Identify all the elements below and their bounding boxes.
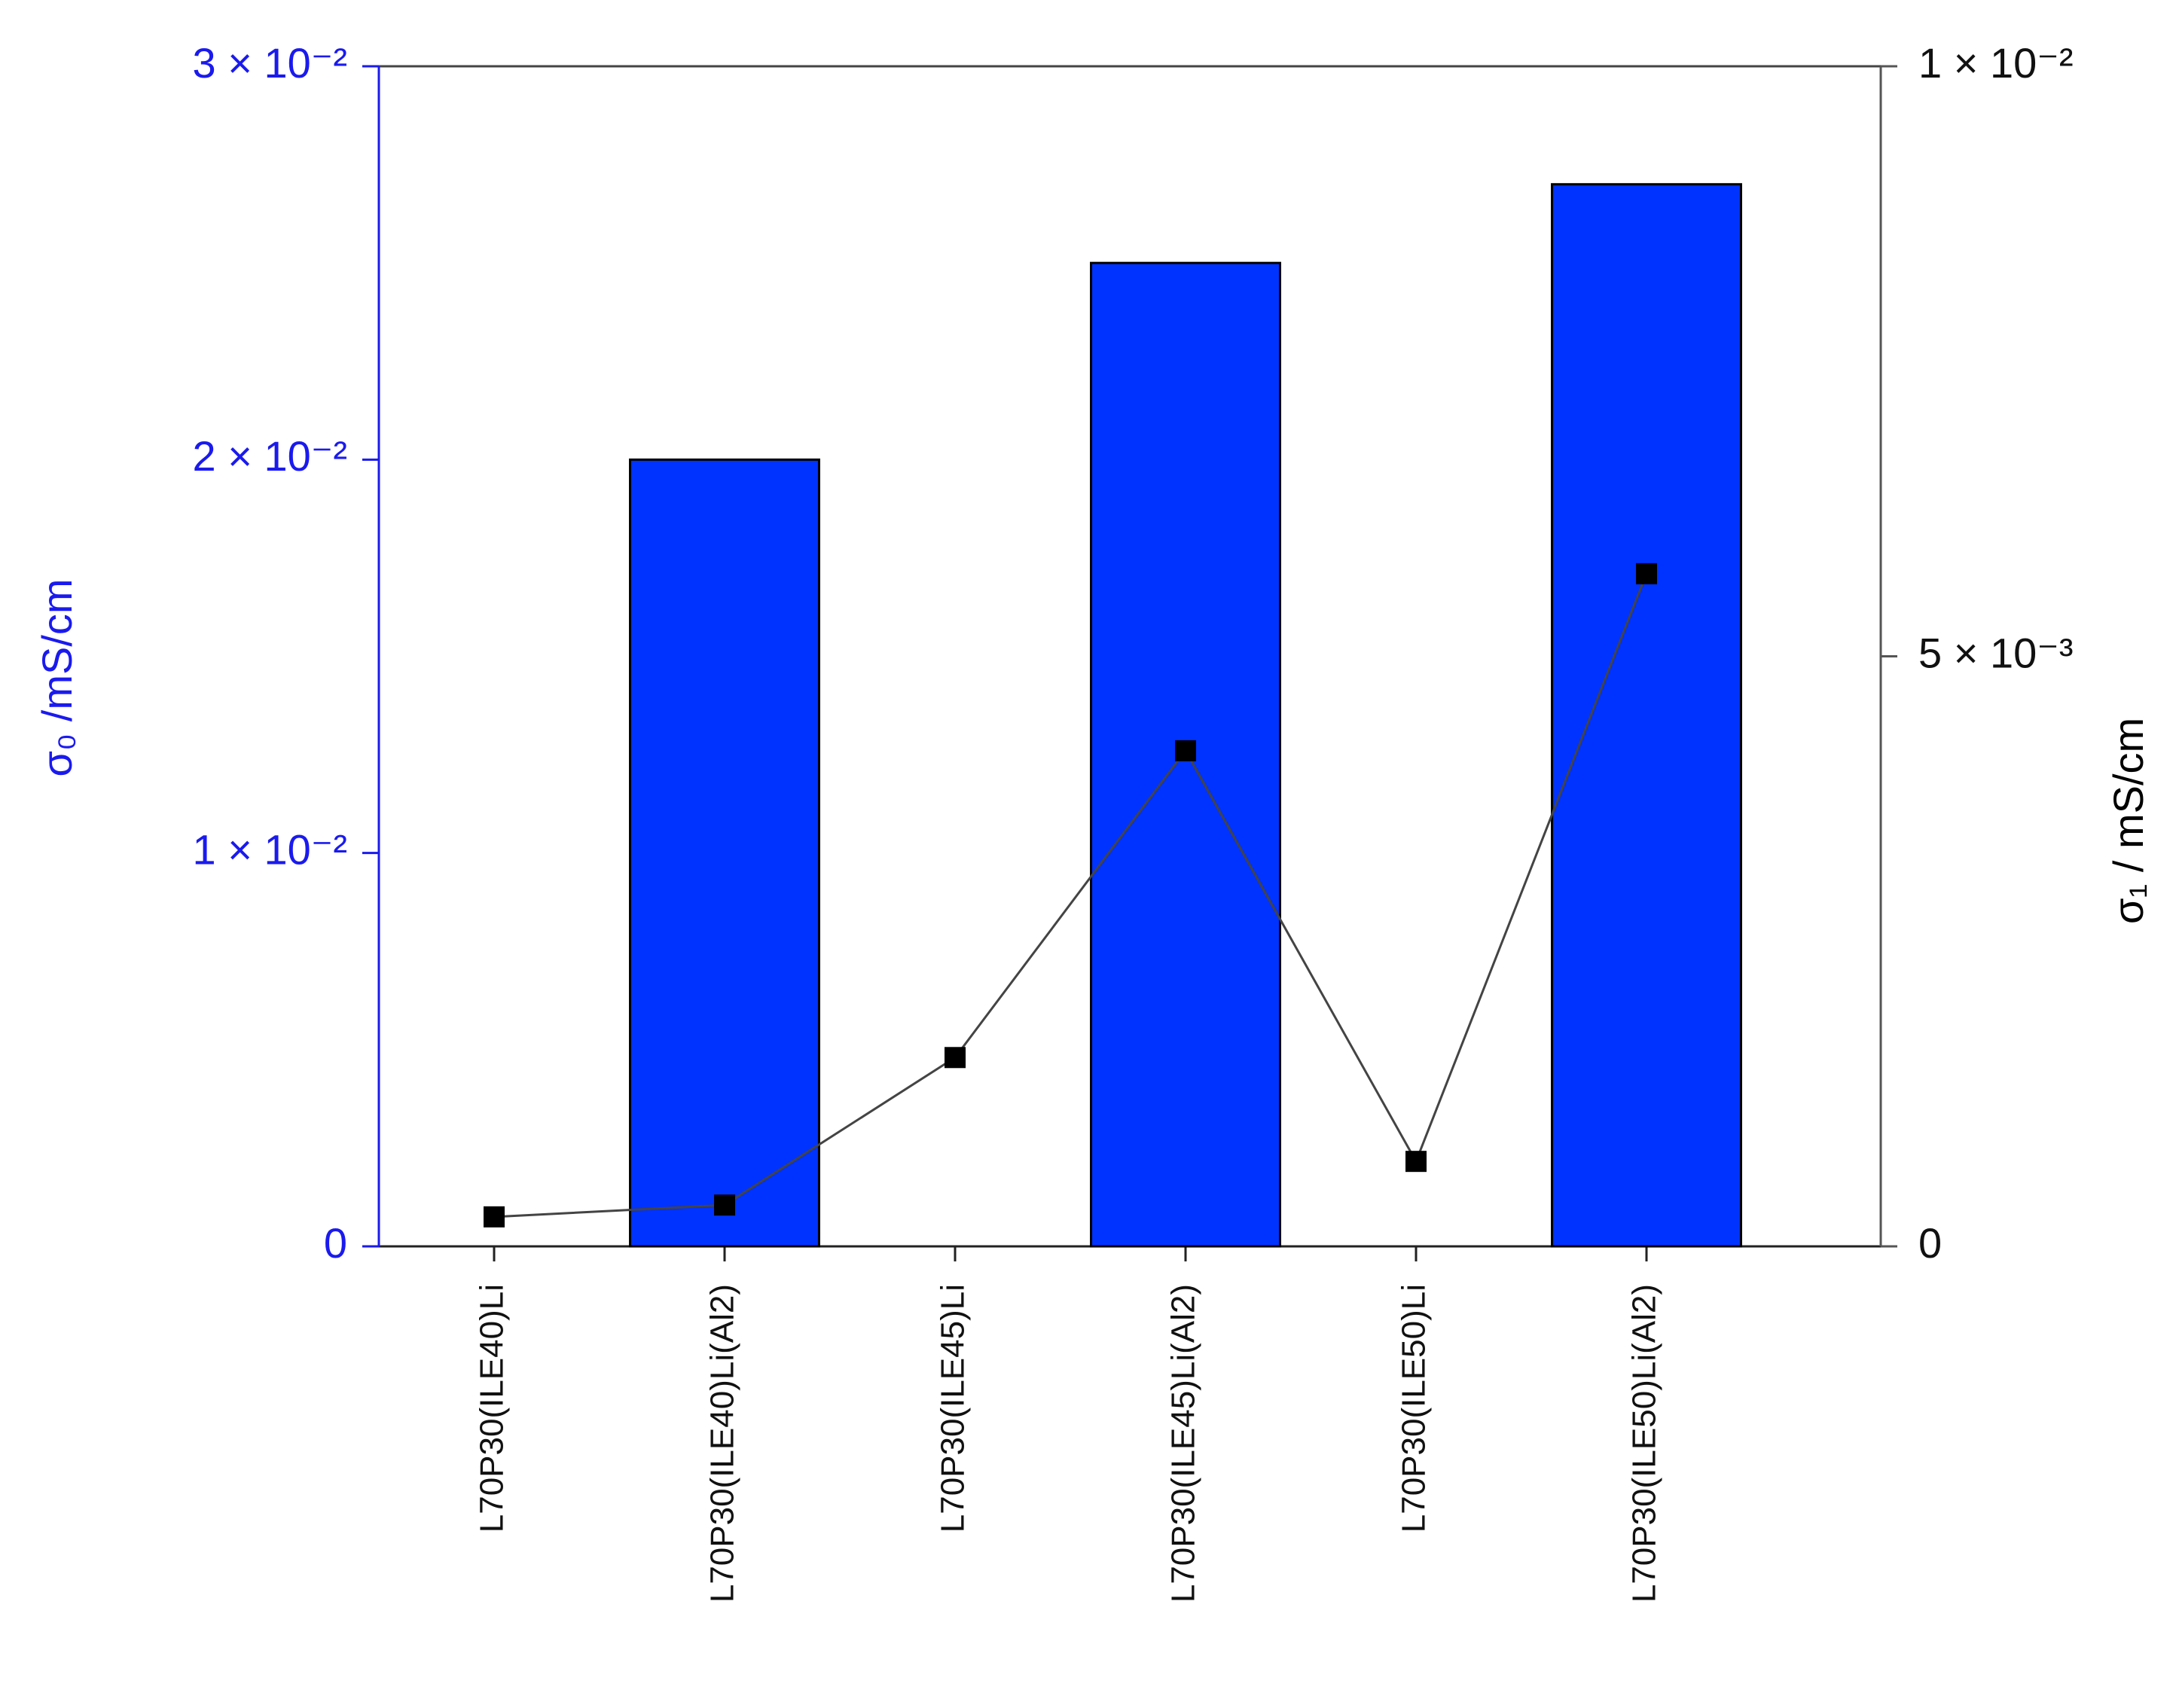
- y2-tick-label: 0: [1918, 1219, 1942, 1267]
- marker: [945, 1047, 966, 1069]
- x-tick-label: L70P30(ILE40)Li(Al2): [704, 1284, 741, 1603]
- y-tick-label: 3 × 10⁻²: [193, 39, 347, 87]
- marker: [1636, 563, 1657, 584]
- line: [493, 573, 1648, 1218]
- bar: [629, 458, 820, 1248]
- y2-axis-label: σ₁ / mS/cm: [2104, 718, 2152, 924]
- y-tick-label: 2 × 10⁻²: [193, 432, 347, 480]
- x-tick-label: L70P30(ILE50)Li(Al2): [1626, 1284, 1663, 1603]
- marker: [714, 1194, 735, 1216]
- y2-tick-label: 5 × 10⁻³: [1918, 629, 2073, 676]
- marker: [1405, 1151, 1427, 1173]
- x-tick-label: L70P30(ILE45)Li: [935, 1284, 972, 1533]
- y-tick-label: 0: [324, 1219, 347, 1267]
- bar: [1551, 183, 1742, 1248]
- x-tick-label: L70P30(ILE45)Li(Al2): [1165, 1284, 1202, 1603]
- marker: [484, 1206, 505, 1228]
- y-tick-label: 1 × 10⁻²: [193, 825, 347, 873]
- marker: [1175, 740, 1196, 761]
- x-tick-label: L70P30(ILE50)Li: [1396, 1284, 1433, 1533]
- x-tick-label: L70P30(ILE40)Li: [474, 1284, 511, 1533]
- y2-tick-label: 1 × 10⁻²: [1918, 39, 2073, 87]
- y-axis-label: σ₀ /mS/cm: [33, 578, 81, 776]
